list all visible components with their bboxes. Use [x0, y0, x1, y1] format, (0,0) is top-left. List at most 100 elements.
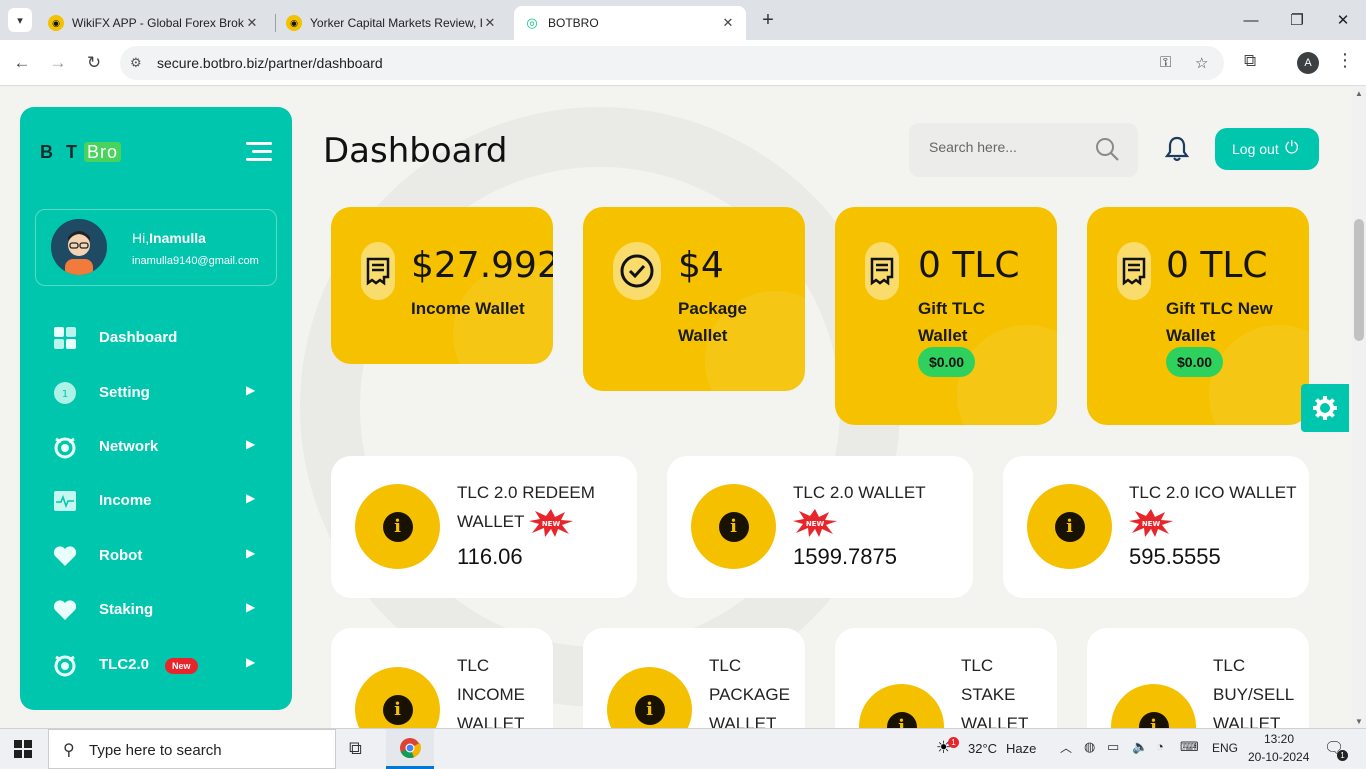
gift-tlc-wallet-card[interactable]: 0 TLC Gift TLC Wallet $0.00	[835, 207, 1057, 425]
wallet-amount: $27.9929	[411, 245, 553, 286]
hamburger-menu-icon[interactable]	[246, 142, 272, 166]
settings-float-button[interactable]	[1301, 384, 1349, 432]
profile-avatar[interactable]: A	[1297, 52, 1319, 74]
gift-tlc-new-wallet-card[interactable]: 0 TLC Gift TLC New Wallet $0.00	[1087, 207, 1309, 425]
language-indicator[interactable]: ENG	[1212, 741, 1239, 755]
info-coin-icon: i	[1027, 484, 1112, 569]
income-wallet-card[interactable]: $27.9929 Income Wallet	[331, 207, 553, 364]
sidebar-item-staking[interactable]: Staking ▶	[20, 590, 292, 630]
chrome-menu-icon[interactable]: ⋮	[1336, 50, 1354, 70]
site-info-icon[interactable]: ⚙	[130, 55, 142, 70]
sidebar-item-network[interactable]: Network ▶	[20, 427, 292, 467]
sidebar-item-setting[interactable]: 1 Setting ▶	[20, 373, 292, 413]
search-icon[interactable]	[1095, 137, 1119, 161]
extensions-icon[interactable]: ⧉	[1244, 51, 1257, 70]
keyboard-icon[interactable]: ⌨	[1180, 739, 1199, 754]
package-wallet-card[interactable]: $4 Package Wallet	[583, 207, 805, 391]
tlc-wallet-card[interactable]: i TLC 2.0 WALLET NEW 1599.7875	[667, 456, 973, 598]
browser-tab-wikifx[interactable]: ◉ WikiFX APP - Global Forex Brok ✕	[38, 6, 270, 40]
avatar	[51, 219, 107, 275]
dashboard-icon	[52, 326, 78, 350]
sidebar-item-dashboard[interactable]: Dashboard	[20, 318, 292, 358]
check-circle-icon	[613, 242, 661, 300]
minimize-button[interactable]: —	[1243, 11, 1259, 29]
bookmark-star-icon[interactable]: ☆	[1195, 55, 1209, 72]
logout-button[interactable]: Log out ⏻	[1215, 128, 1319, 170]
scroll-up-arrow-icon[interactable]: ▲	[1355, 89, 1363, 98]
taskbar-search-box[interactable]: ⚲ Type here to search	[48, 729, 336, 769]
scroll-thumb[interactable]	[1354, 219, 1364, 341]
page-scrollbar[interactable]: ▲ ▼	[1352, 87, 1366, 728]
task-view-icon[interactable]: ⧉	[349, 738, 362, 758]
search-icon: ⚲	[63, 742, 75, 759]
url-text[interactable]: secure.botbro.biz/partner/dashboard	[157, 55, 383, 71]
sidebar: B T Bro Hi,Inamulla inamulla9140@gmail.	[20, 107, 292, 710]
chevron-right-icon: ▶	[246, 655, 256, 669]
forward-button[interactable]: →	[49, 53, 67, 72]
chrome-taskbar-button[interactable]	[386, 729, 434, 769]
scroll-down-arrow-icon[interactable]: ▼	[1355, 717, 1363, 726]
botbro-favicon-icon: ◎	[526, 15, 538, 30]
back-button[interactable]: ←	[13, 53, 31, 72]
tlc-stake-wallet-card[interactable]: i TLC STAKE WALLET	[835, 628, 1057, 728]
user-profile-card: Hi,Inamulla inamulla9140@gmail.com	[35, 209, 277, 286]
weather-icon[interactable]: ☀	[936, 738, 952, 757]
tab-search-button[interactable]: ▾	[8, 8, 32, 32]
wallet-label: Income Wallet	[411, 299, 525, 318]
weather-temp[interactable]: 32°C	[968, 741, 998, 756]
meet-now-icon[interactable]: ◍	[1084, 739, 1096, 754]
wallet-title: TLC INCOME WALLET	[457, 656, 525, 728]
sidebar-item-label: Income	[99, 492, 152, 509]
tlc-redeem-wallet-card[interactable]: i TLC 2.0 REDEEM WALLET NEW 116.06	[331, 456, 637, 598]
wikifx-favicon-icon: ◉	[286, 15, 302, 31]
close-window-button[interactable]: ✕	[1336, 12, 1350, 29]
svg-text:NEW: NEW	[806, 520, 825, 528]
sidebar-item-robot[interactable]: Robot ▶	[20, 536, 292, 576]
wallet-label: Gift TLC Wallet	[918, 299, 986, 345]
botbro-logo[interactable]: B T Bro	[40, 142, 122, 163]
battery-icon[interactable]: ▭	[1107, 739, 1120, 754]
sidebar-item-label: Staking	[99, 601, 154, 618]
tlc-income-wallet-card[interactable]: i TLC INCOME WALLET	[331, 628, 553, 728]
sidebar-item-income[interactable]: Income ▶	[20, 481, 292, 521]
tab-close-icon[interactable]: ✕	[246, 15, 258, 30]
sidebar-item-tlc2[interactable]: TLC2.0 New ▶	[20, 645, 292, 685]
search-box	[909, 123, 1138, 177]
sidebar-item-label: Setting	[99, 384, 150, 401]
search-input[interactable]	[929, 139, 1089, 155]
tab-close-icon[interactable]: ✕	[722, 15, 734, 30]
volume-icon[interactable]: 🔈	[1132, 739, 1149, 754]
clock-date[interactable]: 20-10-2024	[1248, 750, 1310, 764]
new-tab-button[interactable]: +	[762, 9, 774, 31]
bell-icon[interactable]	[1163, 135, 1191, 163]
tlc-ico-wallet-card[interactable]: i TLC 2.0 ICO WALLET NEW 595.5555	[1003, 456, 1309, 598]
heart-icon	[52, 598, 78, 622]
reload-button[interactable]: ↻	[86, 53, 102, 72]
windows-start-icon[interactable]	[14, 740, 32, 763]
logo-text: B T	[40, 142, 78, 162]
omnibox[interactable]: ⚙ secure.botbro.biz/partner/dashboard ⚿ …	[120, 46, 1224, 80]
wallet-usd-pill: $0.00	[918, 347, 976, 377]
receipt-icon	[1117, 242, 1151, 300]
network-icon	[52, 435, 78, 459]
clock-time[interactable]: 13:20	[1264, 732, 1295, 746]
wallet-value: 595.5555	[1129, 544, 1221, 569]
receipt-icon	[865, 242, 899, 300]
tab-close-icon[interactable]: ✕	[484, 15, 496, 30]
new-burst-icon: NEW	[793, 508, 837, 537]
weather-condition[interactable]: Haze	[1006, 741, 1037, 756]
wifi-icon[interactable]: ◔	[1156, 739, 1164, 754]
weather-badge: 1	[948, 737, 959, 748]
tlc-package-wallet-card[interactable]: i TLC PACKAGE WALLET	[583, 628, 805, 728]
chevron-right-icon: ▶	[246, 491, 256, 505]
restore-button[interactable]: ❐	[1290, 12, 1304, 29]
tab-title: BOTBRO	[548, 16, 599, 30]
tlc-buysell-wallet-card[interactable]: i TLC BUY/SELL WALLET	[1087, 628, 1309, 728]
page-title: Dashboard	[323, 131, 508, 171]
browser-tab-botbro[interactable]: ◎ BOTBRO ✕	[514, 6, 746, 40]
wallet-title: TLC 2.0 REDEEM WALLET NEW	[457, 478, 617, 537]
password-key-icon[interactable]: ⚿	[1160, 54, 1172, 71]
browser-tab-yorker[interactable]: ◉ Yorker Capital Markets Review, I ✕	[276, 6, 508, 40]
show-hidden-icons-icon[interactable]: ︿	[1060, 741, 1073, 755]
svg-text:NEW: NEW	[1142, 520, 1161, 528]
